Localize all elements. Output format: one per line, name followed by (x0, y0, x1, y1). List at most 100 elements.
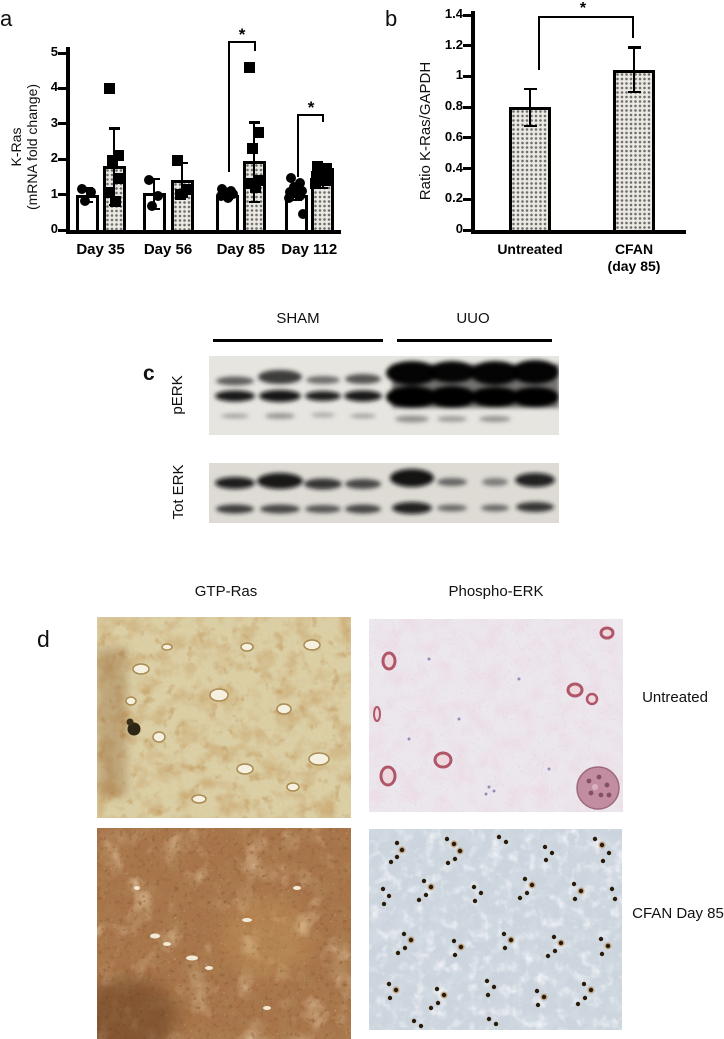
panel-a-sig-bracket (297, 114, 299, 177)
panel-a-sig-bracket (254, 41, 256, 51)
panel-b-bar-stippled (613, 70, 655, 233)
panel-a-error-cap (248, 121, 260, 124)
panel-a-point-circle (76, 183, 87, 194)
panel-a-point-square (103, 82, 115, 94)
panel-b-y-tick-label: 0.2 (444, 190, 463, 206)
panel-b-letter: b (385, 6, 398, 31)
panel-a-point-square (315, 164, 326, 176)
blot-row-label-tot-erk: Tot ERK (170, 464, 187, 520)
western-blot-perk-image (209, 356, 559, 435)
panel-a-error-bar (253, 122, 255, 202)
panel-a-point-circle (288, 182, 299, 193)
panel-a-bar-stippled (311, 178, 334, 233)
panel-a-sig-bracket (322, 114, 324, 122)
panel-a-point-square (252, 127, 264, 139)
panel-a-point-circle (85, 187, 96, 198)
panel-b-error-cap (523, 87, 537, 91)
panel-a-error-cap (148, 177, 160, 181)
panel-a-point-square (106, 155, 118, 167)
panel-a-point-circle (152, 190, 163, 201)
panel-b-y-tick (463, 197, 471, 201)
panel-a-y-tick-label: 3 (50, 114, 58, 130)
panel-a-point-square (102, 187, 114, 199)
panel-a-category-label: Day 35 (76, 241, 125, 258)
panel-a-y-tick (58, 122, 66, 126)
panel-a-y-tick-label: 1 (50, 185, 58, 201)
panel-a-point-square (171, 155, 183, 167)
panel-b-sig-star: * (579, 0, 587, 17)
panel-a-y-tick-label: 5 (50, 44, 58, 59)
micrograph-phospho-erk-untreated (369, 619, 623, 812)
panel-b-y-tick (463, 167, 471, 171)
panel-a-sig-star: * (238, 25, 246, 44)
panel-a-point-square (109, 196, 121, 208)
panel-a-category-label: Day 85 (216, 241, 265, 258)
panel-a-y-tick (58, 228, 66, 232)
panel-a-error-cap (290, 198, 302, 202)
panel-a-error-cap (108, 127, 120, 130)
panel-a-point-square (254, 174, 266, 186)
panel-a-y-axis-title-line1: K-Ras (8, 127, 24, 167)
panel-b-y-tick-label: 1 (455, 67, 463, 83)
panel-b-category-label: CFAN (614, 241, 654, 257)
panel-b-error-cap (523, 124, 537, 128)
panel-a-point-square (180, 183, 192, 195)
panel-b-y-tick (463, 136, 471, 140)
panel-a-point-square (174, 189, 186, 201)
panel-b-y-tick (463, 44, 471, 48)
panel-a-point-circle (216, 190, 226, 201)
panel-b-y-tick (463, 13, 471, 17)
panel-a-y-tick (58, 193, 66, 197)
panel-a-point-circle (284, 187, 295, 198)
panel-a-point-circle (294, 178, 305, 189)
blot-group-label-sham: SHAM (276, 310, 320, 327)
panel-a-point-circle (294, 190, 305, 201)
histology-row-label-untreated: Untreated (642, 689, 708, 706)
panel-b-y-tick-label: 0.6 (444, 128, 463, 144)
histology-row-label-cfan-day-85: CFAN Day 85 (632, 905, 724, 922)
panel-a-y-tick-label: 0 (50, 221, 58, 236)
panel-b-category-label: Untreated (497, 241, 563, 257)
panel-a-point-circle (228, 189, 238, 200)
panel-a-point-circle (297, 208, 308, 219)
sham-underline (213, 339, 383, 342)
panel-b-y-axis-line (471, 11, 475, 234)
panel-b-y-tick-label: 0 (455, 221, 463, 236)
panel-a-y-tick (58, 86, 66, 90)
panel-d-letter: d (37, 626, 50, 652)
panel-a-sig-bracket (227, 41, 230, 172)
panel-a-point-circle (285, 173, 296, 184)
panel-a-point-circle (143, 174, 154, 185)
panel-a-point-square (249, 182, 261, 194)
panel-b-category-label: (day 85) (607, 258, 661, 274)
panel-a-category-label: Day 56 (143, 241, 193, 258)
panel-b-y-tick (463, 228, 471, 232)
uuo-underline (397, 339, 552, 342)
panel-a-error-bar (181, 162, 183, 197)
panel-b-y-tick (463, 105, 471, 109)
panel-a-error-cap (248, 200, 260, 204)
panel-b-error-bar (529, 88, 531, 126)
panel-a-error-cap (317, 186, 328, 190)
panel-a-point-square (112, 150, 124, 162)
panel-a-point-square (114, 173, 126, 185)
panel-a-point-square (246, 143, 258, 155)
panel-a-y-tick (58, 51, 66, 55)
western-blot-tot-erk-image (209, 463, 559, 523)
panel-b-error-cap (627, 46, 641, 49)
panel-b-sig-bracket (538, 16, 634, 18)
panel-a-point-square (311, 171, 322, 183)
panel-a-sig-star: * (307, 98, 315, 117)
panel-b-error-cap (627, 90, 641, 94)
panel-b-error-bar (633, 47, 635, 92)
blot-group-label-uuo: UUO (456, 310, 490, 327)
panel-b-sig-bracket (632, 16, 634, 38)
panel-b-y-tick-label: 1.4 (444, 6, 463, 21)
panel-b-y-tick (463, 74, 471, 78)
panel-a-point-circle (296, 185, 307, 196)
panel-a-point-square (243, 61, 255, 73)
panel-a-point-circle (79, 196, 90, 207)
panel-a-sig-bracket (227, 41, 256, 43)
panel-b-x-axis-line (471, 230, 686, 234)
